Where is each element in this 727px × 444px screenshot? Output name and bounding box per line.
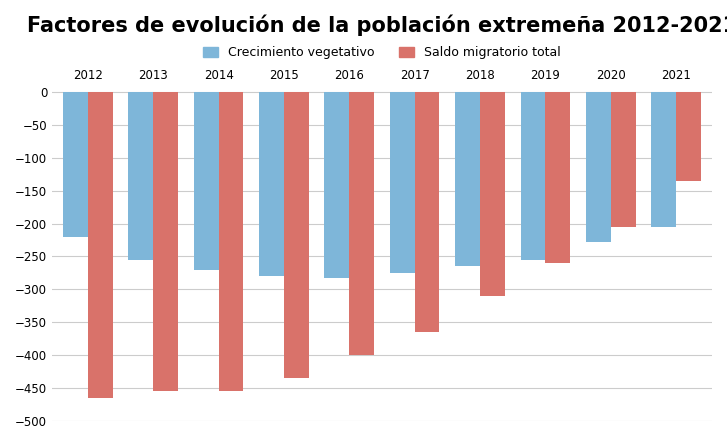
Bar <box>153 92 178 391</box>
Bar <box>586 92 611 242</box>
Bar <box>88 92 113 398</box>
Title: Factores de evolución de la población extremeña 2012-2021: Factores de evolución de la población ex… <box>27 15 727 36</box>
Bar <box>129 92 153 260</box>
Bar <box>63 92 88 237</box>
Bar <box>259 92 284 276</box>
Bar <box>414 92 440 332</box>
Bar <box>194 92 219 270</box>
Bar <box>676 92 701 181</box>
Bar <box>284 92 309 378</box>
Bar <box>324 92 349 278</box>
Bar <box>521 92 545 260</box>
Bar <box>480 92 505 296</box>
Bar <box>611 92 635 227</box>
Bar <box>651 92 676 227</box>
Bar <box>545 92 570 263</box>
Legend: Crecimiento vegetativo, Saldo migratorio total: Crecimiento vegetativo, Saldo migratorio… <box>203 46 561 59</box>
Bar <box>390 92 414 273</box>
Bar <box>219 92 244 391</box>
Bar <box>455 92 480 266</box>
Bar <box>349 92 374 355</box>
